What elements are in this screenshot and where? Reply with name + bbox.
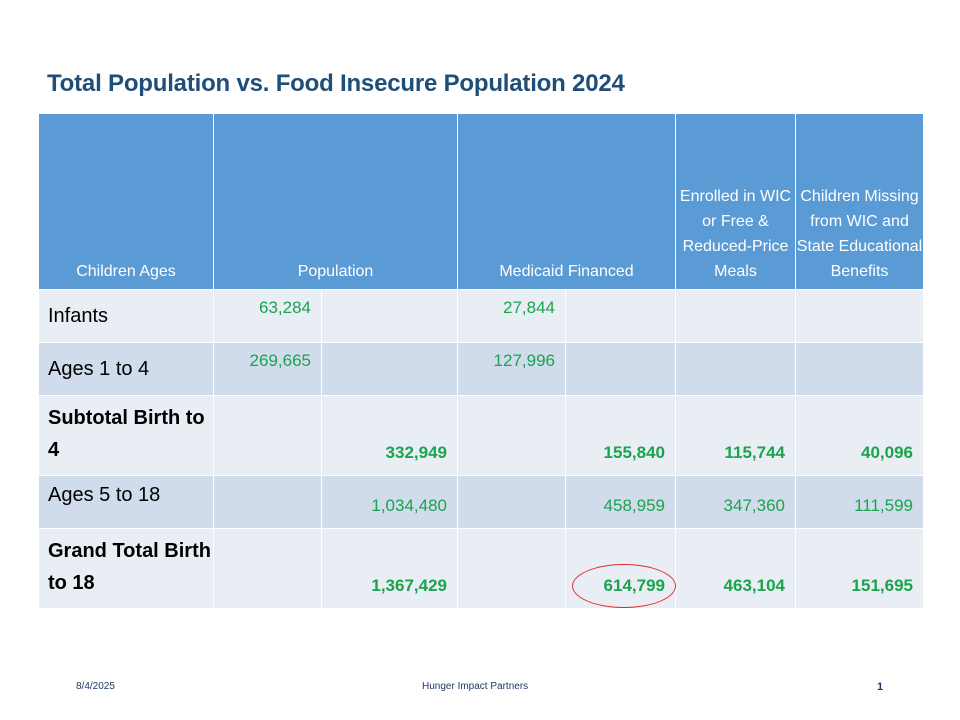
missing-value: 151,695 — [795, 528, 924, 609]
missing-value: 40,096 — [795, 395, 924, 476]
medicaid-detail — [457, 395, 566, 476]
table-row: Ages 1 to 4 269,665 127,996 — [38, 342, 924, 396]
medicaid-detail — [457, 528, 566, 609]
slide-title: Total Population vs. Food Insecure Popul… — [47, 70, 625, 97]
missing-value: 111,599 — [795, 475, 924, 529]
population-total — [321, 289, 458, 343]
population-total: 332,949 — [321, 395, 458, 476]
medicaid-total: 458,959 — [565, 475, 676, 529]
footer-date: 8/4/2025 — [76, 681, 115, 692]
header-missing: Children Missing from WIC and State Educ… — [795, 113, 924, 290]
medicaid-total — [565, 289, 676, 343]
row-label: Subtotal Birth to 4 — [38, 395, 214, 476]
population-total: 1,367,429 — [321, 528, 458, 609]
medicaid-detail: 27,844 — [457, 289, 566, 343]
population-total — [321, 342, 458, 396]
population-detail: 269,665 — [213, 342, 322, 396]
enrolled-value — [675, 289, 796, 343]
footer-organization: Hunger Impact Partners — [422, 681, 529, 692]
medicaid-detail: 127,996 — [457, 342, 566, 396]
enrolled-value: 463,104 — [675, 528, 796, 609]
table-row: Ages 5 to 18 1,034,480 458,959 347,360 1… — [38, 475, 924, 529]
medicaid-total — [565, 342, 676, 396]
enrolled-value — [675, 342, 796, 396]
row-label: Ages 5 to 18 — [38, 475, 214, 529]
row-label: Ages 1 to 4 — [38, 342, 214, 396]
enrolled-value: 115,744 — [675, 395, 796, 476]
footer-page-number: 1 — [877, 681, 884, 693]
table-header-row: Children Ages Population Medicaid Financ… — [38, 113, 924, 290]
population-detail — [213, 475, 322, 529]
table-row: Grand Total Birth to 18 1,367,429 614,79… — [38, 528, 924, 609]
population-detail — [213, 395, 322, 476]
enrolled-value: 347,360 — [675, 475, 796, 529]
medicaid-total: 155,840 — [565, 395, 676, 476]
medicaid-detail — [457, 475, 566, 529]
population-detail: 63,284 — [213, 289, 322, 343]
population-total: 1,034,480 — [321, 475, 458, 529]
population-detail — [213, 528, 322, 609]
row-label: Grand Total Birth to 18 — [38, 528, 214, 609]
header-population: Population — [213, 113, 458, 290]
header-children-ages: Children Ages — [38, 113, 214, 290]
highlight-circle — [572, 564, 676, 608]
table-row: Subtotal Birth to 4 332,949 155,840 115,… — [38, 395, 924, 476]
missing-value — [795, 289, 924, 343]
table-row: Infants 63,284 27,844 — [38, 289, 924, 343]
header-medicaid: Medicaid Financed — [457, 113, 676, 290]
row-label: Infants — [38, 289, 214, 343]
missing-value — [795, 342, 924, 396]
header-enrolled: Enrolled in WIC or Free & Reduced-Price … — [675, 113, 796, 290]
population-table: Children Ages Population Medicaid Financ… — [38, 113, 924, 609]
